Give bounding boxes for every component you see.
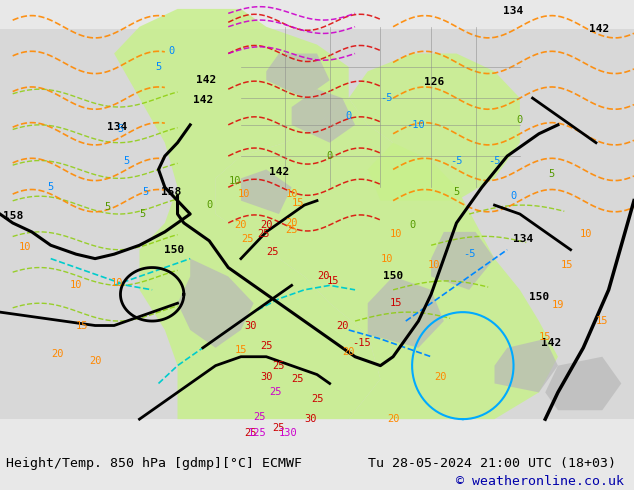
Text: 25: 25	[266, 247, 279, 257]
Text: 20: 20	[342, 347, 355, 357]
Text: 0: 0	[517, 115, 523, 125]
Polygon shape	[216, 98, 558, 419]
Text: 0: 0	[510, 191, 517, 201]
Text: 10: 10	[19, 243, 32, 252]
Text: 15: 15	[235, 345, 247, 355]
Polygon shape	[178, 259, 254, 348]
Text: 134: 134	[513, 234, 533, 244]
Text: 5: 5	[143, 187, 149, 197]
Text: 20: 20	[336, 320, 349, 331]
Text: 15: 15	[292, 198, 304, 208]
Text: 15: 15	[561, 260, 574, 270]
Text: -10: -10	[406, 120, 425, 130]
Text: 5: 5	[124, 155, 130, 166]
Text: 20: 20	[285, 218, 298, 228]
Text: 25: 25	[285, 224, 298, 235]
Text: -5: -5	[450, 155, 463, 166]
Text: 5: 5	[48, 182, 54, 192]
Text: 134: 134	[503, 6, 524, 16]
Text: 158: 158	[3, 211, 23, 221]
Text: 0: 0	[206, 200, 212, 210]
Text: 5: 5	[548, 169, 555, 179]
Text: 5: 5	[139, 209, 146, 219]
Polygon shape	[368, 276, 444, 348]
Text: 25: 25	[254, 412, 266, 422]
Text: 5: 5	[117, 124, 124, 134]
Text: -5: -5	[488, 155, 501, 166]
Text: 20: 20	[317, 271, 330, 281]
Text: 0: 0	[346, 111, 352, 121]
Text: 150: 150	[164, 245, 184, 255]
Text: 10: 10	[238, 189, 250, 199]
Text: 25: 25	[244, 427, 257, 438]
Polygon shape	[114, 9, 380, 419]
Polygon shape	[292, 89, 355, 143]
Text: 150: 150	[529, 292, 549, 301]
Text: 142: 142	[589, 24, 609, 34]
Text: 142: 142	[193, 96, 213, 105]
Text: Tu 28-05-2024 21:00 UTC (18+03): Tu 28-05-2024 21:00 UTC (18+03)	[368, 457, 616, 469]
Polygon shape	[431, 232, 495, 290]
Text: 15: 15	[76, 320, 89, 331]
Text: 30: 30	[304, 414, 317, 424]
Text: 142: 142	[196, 75, 216, 85]
Text: 20: 20	[235, 220, 247, 230]
Text: 20: 20	[387, 414, 399, 424]
Text: 150: 150	[383, 271, 403, 281]
Text: 25: 25	[269, 388, 282, 397]
Text: 142: 142	[541, 338, 562, 348]
Text: 25: 25	[260, 341, 273, 350]
Polygon shape	[545, 357, 621, 410]
FancyBboxPatch shape	[0, 29, 634, 419]
Text: 30: 30	[260, 372, 273, 382]
Text: 10: 10	[428, 260, 441, 270]
Text: 158: 158	[161, 187, 181, 197]
Text: 15: 15	[596, 316, 609, 326]
Text: Height/Temp. 850 hPa [gdmp][°C] ECMWF: Height/Temp. 850 hPa [gdmp][°C] ECMWF	[6, 457, 302, 469]
Polygon shape	[266, 53, 330, 98]
Text: 30: 30	[244, 320, 257, 331]
Text: 125: 125	[247, 427, 266, 438]
Text: 20: 20	[434, 372, 447, 382]
Text: 10: 10	[380, 254, 393, 264]
Polygon shape	[349, 53, 520, 201]
Text: 10: 10	[390, 229, 403, 239]
Text: 0: 0	[409, 220, 415, 230]
Text: 25: 25	[273, 423, 285, 433]
Text: 5: 5	[155, 62, 162, 72]
Text: 25: 25	[241, 234, 254, 244]
Polygon shape	[495, 339, 558, 392]
Text: 5: 5	[453, 187, 460, 197]
Text: 10: 10	[580, 229, 593, 239]
Text: -5: -5	[463, 249, 476, 259]
Text: 15: 15	[390, 298, 403, 308]
Text: -5: -5	[380, 93, 393, 103]
Text: 25: 25	[292, 374, 304, 384]
Text: 15: 15	[327, 276, 339, 286]
Text: 25: 25	[273, 361, 285, 370]
Text: 10: 10	[228, 175, 241, 186]
Text: 126: 126	[424, 77, 444, 88]
Text: 25: 25	[257, 229, 269, 239]
Text: 10: 10	[70, 280, 82, 291]
Text: -15: -15	[352, 338, 371, 348]
Text: 134: 134	[107, 122, 127, 132]
Polygon shape	[241, 170, 292, 214]
Text: 130: 130	[279, 427, 298, 438]
Text: 5: 5	[105, 202, 111, 212]
Text: 19: 19	[552, 300, 564, 311]
Text: 10: 10	[285, 189, 298, 199]
Text: 142: 142	[269, 167, 289, 177]
Text: 20: 20	[51, 349, 63, 360]
Text: 10: 10	[111, 278, 124, 288]
Text: 0: 0	[168, 46, 174, 56]
Text: 25: 25	[311, 394, 323, 404]
Text: 20: 20	[260, 220, 273, 230]
Text: © weatheronline.co.uk: © weatheronline.co.uk	[456, 475, 624, 488]
Text: 0: 0	[327, 151, 333, 161]
Text: 15: 15	[539, 332, 552, 342]
Text: 20: 20	[89, 356, 101, 366]
